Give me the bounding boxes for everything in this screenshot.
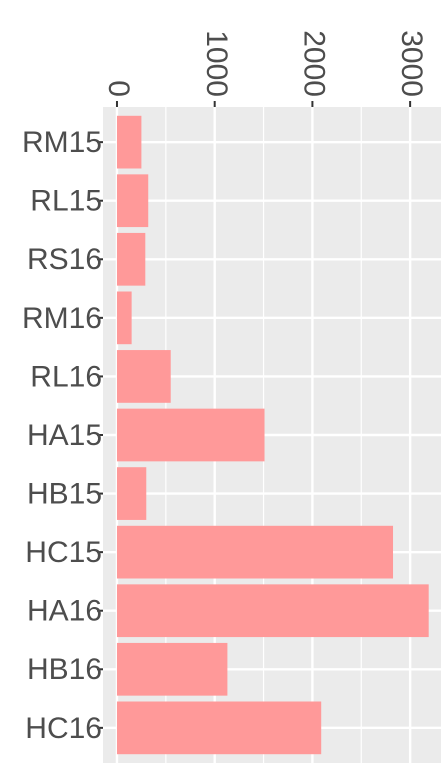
bar [116, 232, 146, 286]
x-tick-label: 1000 [200, 30, 233, 97]
y-tick-label: RL16 [30, 360, 102, 393]
y-tick-label: RM15 [22, 126, 102, 159]
bar [116, 408, 265, 462]
bar [116, 467, 147, 520]
y-tick-label: RM16 [22, 302, 102, 335]
bar [116, 350, 171, 403]
y-tick-label: RL15 [30, 185, 102, 218]
y-tick-label: HA16 [27, 595, 102, 628]
x-tick-label: 2000 [297, 30, 330, 97]
x-tick-label: 0 [102, 80, 135, 97]
x-tick-label: 3000 [395, 30, 428, 97]
bar [116, 584, 429, 638]
y-tick-label: HB16 [27, 653, 102, 686]
bar [116, 701, 322, 755]
bar [116, 174, 149, 228]
bar [116, 525, 394, 579]
bar [116, 291, 132, 345]
y-tick-label: HC16 [25, 712, 102, 745]
y-tick-label: HA15 [27, 419, 102, 452]
y-tick-label: HC15 [25, 536, 102, 569]
y-tick-label: HB15 [27, 477, 102, 510]
y-tick-label: RS16 [27, 243, 102, 276]
bar [116, 115, 142, 169]
bar [116, 642, 228, 696]
